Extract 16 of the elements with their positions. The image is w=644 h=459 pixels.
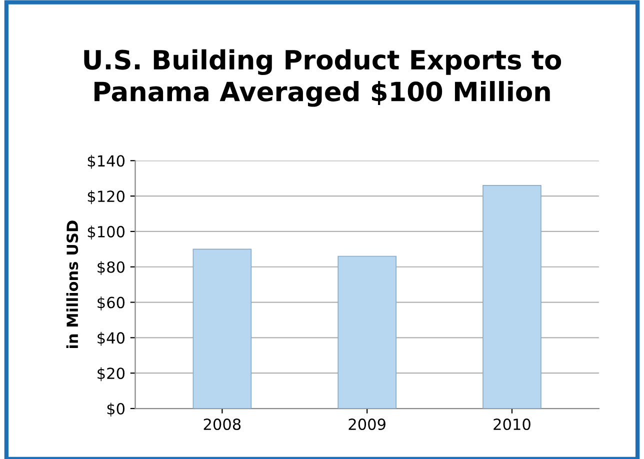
y-axis-title: in Millions USD [66, 220, 78, 348]
y-tick-label: $140 [88, 154, 124, 169]
y-tick-label: $120 [88, 190, 124, 204]
y-tick-label: $60 [98, 296, 125, 310]
y-tick-label: $0 [107, 402, 125, 417]
y-tick-label: $40 [98, 332, 125, 346]
bar [338, 256, 396, 409]
bar [192, 248, 252, 409]
chart-title: U.S. Building Product Exports to Panama Averaged $100 Million [84, 49, 562, 107]
y-tick-label: $80 [98, 261, 125, 275]
y-tick-label: $20 [98, 367, 125, 382]
y-tick-label: $100 [88, 226, 124, 240]
x-tick-label: 2008 [204, 418, 241, 430]
x-tick-label: 2010 [494, 418, 530, 430]
bar [482, 185, 542, 409]
x-tick-label: 2009 [348, 418, 386, 430]
